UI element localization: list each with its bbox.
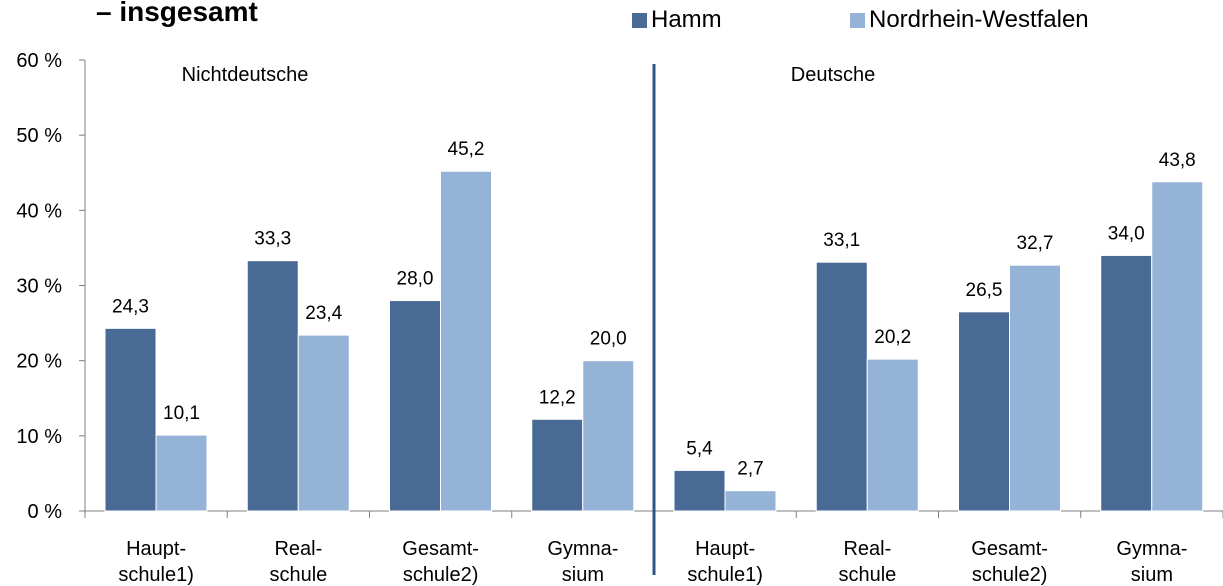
data-label-nrw: 10,1 — [163, 403, 200, 424]
data-label-hamm: 28,0 — [397, 269, 434, 290]
legend-item-nrw: Nordrhein-Westfalen — [850, 6, 1089, 34]
data-label-nrw: 20,2 — [874, 327, 911, 348]
bar-hamm — [1100, 254, 1153, 512]
y-tick-label: 50 % — [16, 125, 62, 147]
data-label-hamm: 5,4 — [686, 438, 713, 459]
category-label-line1: Haupt- — [126, 538, 186, 560]
group-label-deutsche: Deutsche — [791, 64, 876, 86]
y-tick-label: 20 % — [16, 351, 62, 373]
bar-hamm — [673, 469, 726, 512]
bar-nrw — [866, 358, 919, 512]
data-label-nrw: 20,0 — [590, 329, 627, 350]
data-label-nrw: 23,4 — [305, 303, 342, 324]
data-label-hamm: 26,5 — [966, 280, 1003, 301]
category-label-line2: sium — [1131, 564, 1173, 586]
bar-hamm — [531, 418, 584, 512]
bar-nrw — [155, 434, 208, 512]
y-tick-label: 40 % — [16, 200, 62, 222]
bar-nrw — [297, 334, 350, 512]
category-label-line1: Real- — [274, 538, 322, 560]
data-label-nrw: 43,8 — [1159, 150, 1196, 171]
legend-swatch-hamm — [632, 12, 647, 28]
y-tick-label: 0 % — [28, 501, 63, 523]
category-label-line1: Gesamt- — [971, 538, 1048, 560]
category-label-line1: Gymna- — [1116, 538, 1187, 560]
data-label-hamm: 12,2 — [539, 387, 576, 408]
bar-hamm — [246, 260, 299, 512]
category-label-line1: Gesamt- — [402, 538, 479, 560]
data-label-hamm: 33,3 — [254, 229, 291, 250]
category-label-line1: Real- — [843, 538, 891, 560]
data-label-hamm: 24,3 — [112, 296, 149, 317]
bar-nrw — [1151, 181, 1204, 512]
bar-nrw — [440, 170, 492, 512]
group-label-nichtdeutsche: Nichtdeutsche — [182, 64, 309, 86]
y-tick-label: 60 % — [16, 50, 62, 72]
category-label-line2: schule — [838, 564, 896, 586]
category-label-line1: Haupt- — [695, 538, 755, 560]
data-label-nrw: 32,7 — [1017, 233, 1054, 254]
chart-title: – insgesamt — [96, 0, 258, 27]
y-tick-label: 30 % — [16, 276, 62, 298]
data-label-hamm: 34,0 — [1108, 223, 1145, 244]
bar-nrw — [1009, 264, 1061, 512]
data-label-nrw: 2,7 — [737, 459, 763, 480]
legend-item-hamm: Hamm — [632, 6, 722, 34]
legend-swatch-nrw — [850, 12, 865, 28]
bar-nrw — [724, 490, 777, 512]
category-label-line2: schule1) — [118, 564, 194, 586]
bar-hamm — [958, 311, 1010, 512]
bar-nrw — [582, 360, 635, 512]
legend-label-hamm: Hamm — [651, 6, 722, 33]
data-label-nrw: 45,2 — [448, 139, 485, 160]
category-label-line2: schule1) — [687, 564, 763, 586]
legend-label-nrw: Nordrhein-Westfalen — [869, 6, 1089, 33]
category-label-line1: Gymna- — [547, 538, 618, 560]
category-label-line2: schule2) — [403, 564, 479, 586]
y-tick-label: 10 % — [16, 426, 62, 448]
category-label-line2: schule2) — [972, 564, 1048, 586]
data-label-hamm: 33,1 — [823, 230, 860, 251]
category-label-line2: sium — [562, 564, 604, 586]
category-label-line2: schule — [269, 564, 327, 586]
bar-hamm — [815, 261, 868, 512]
bar-hamm — [104, 327, 157, 512]
bar-hamm — [389, 300, 441, 512]
